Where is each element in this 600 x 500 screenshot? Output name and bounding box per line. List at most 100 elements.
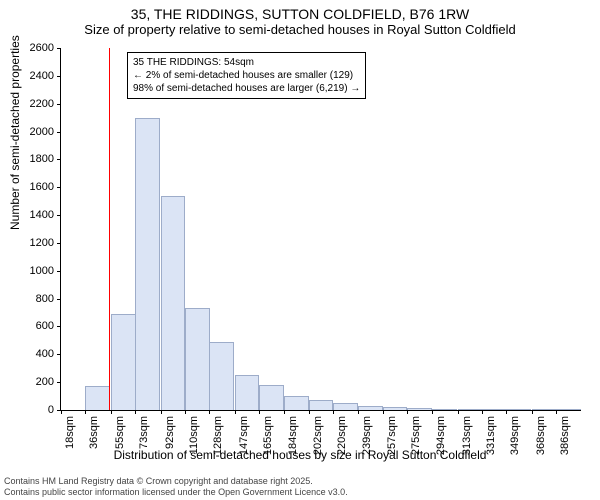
ytick-label: 2200 [30, 98, 54, 110]
xtick-mark [61, 410, 62, 414]
annotation-line2: ← 2% of semi-detached houses are smaller… [133, 69, 360, 82]
xtick-mark [333, 410, 334, 414]
histogram-bar [458, 409, 483, 410]
xtick-label: 92sqm [164, 416, 176, 449]
chart-subtitle: Size of property relative to semi-detach… [0, 22, 600, 37]
histogram-bar [333, 403, 358, 410]
ytick-mark [57, 187, 61, 188]
chart-title: 35, THE RIDDINGS, SUTTON COLDFIELD, B76 … [0, 6, 600, 22]
xtick-label: 184sqm [287, 416, 299, 455]
xtick-label: 386sqm [559, 416, 571, 455]
histogram-bar [161, 196, 186, 410]
xtick-label: 257sqm [386, 416, 398, 455]
xtick-label: 36sqm [88, 416, 100, 449]
xtick-mark [432, 410, 433, 414]
ytick-label: 2400 [30, 70, 54, 82]
title-block: 35, THE RIDDINGS, SUTTON COLDFIELD, B76 … [0, 0, 600, 37]
ytick-mark [57, 299, 61, 300]
annotation-line3: 98% of semi-detached houses are larger (… [133, 82, 360, 95]
y-axis-label: Number of semi-detached properties [8, 35, 22, 230]
xtick-mark [135, 410, 136, 414]
ytick-label: 2000 [30, 126, 54, 138]
xtick-label: 147sqm [238, 416, 250, 455]
xtick-mark [383, 410, 384, 414]
footer-line2: Contains public sector information licen… [4, 487, 348, 498]
ytick-label: 400 [36, 348, 54, 360]
xtick-mark [284, 410, 285, 414]
xtick-mark [161, 410, 162, 414]
xtick-mark [532, 410, 533, 414]
xtick-label: 220sqm [336, 416, 348, 455]
xtick-mark [111, 410, 112, 414]
xtick-label: 275sqm [410, 416, 422, 455]
histogram-bar [383, 407, 408, 410]
xtick-mark [358, 410, 359, 414]
xtick-label: 55sqm [114, 416, 126, 449]
annotation-line1: 35 THE RIDDINGS: 54sqm [133, 56, 360, 69]
ytick-label: 1000 [30, 265, 54, 277]
histogram-bar [284, 396, 309, 410]
histogram-bar [135, 118, 160, 410]
ytick-mark [57, 243, 61, 244]
ytick-label: 0 [48, 404, 54, 416]
ytick-label: 1200 [30, 237, 54, 249]
xtick-mark [458, 410, 459, 414]
ytick-mark [57, 48, 61, 49]
annotation-box: 35 THE RIDDINGS: 54sqm ← 2% of semi-deta… [127, 52, 366, 99]
ytick-mark [57, 354, 61, 355]
footer-attribution: Contains HM Land Registry data © Crown c… [4, 476, 348, 498]
histogram-bar [506, 409, 531, 410]
xtick-label: 349sqm [509, 416, 521, 455]
xtick-label: 202sqm [312, 416, 324, 455]
xtick-mark [235, 410, 236, 414]
xtick-mark [185, 410, 186, 414]
histogram-bar [407, 408, 432, 410]
ytick-mark [57, 159, 61, 160]
xtick-label: 128sqm [212, 416, 224, 455]
ytick-mark [57, 271, 61, 272]
ytick-label: 1800 [30, 153, 54, 165]
xtick-mark [209, 410, 210, 414]
xtick-label: 294sqm [435, 416, 447, 455]
xtick-mark [506, 410, 507, 414]
histogram-bar [235, 375, 260, 410]
plot-area: 35 THE RIDDINGS: 54sqm ← 2% of semi-deta… [60, 48, 581, 411]
histogram-bar [482, 409, 507, 410]
histogram-bar [259, 385, 284, 410]
xtick-label: 18sqm [64, 416, 76, 449]
chart-container: 35, THE RIDDINGS, SUTTON COLDFIELD, B76 … [0, 0, 600, 500]
ytick-label: 800 [36, 293, 54, 305]
ytick-label: 200 [36, 376, 54, 388]
xtick-mark [85, 410, 86, 414]
histogram-bar [85, 386, 110, 410]
histogram-bar [532, 409, 557, 410]
histogram-bar [309, 400, 334, 410]
xtick-label: 73sqm [138, 416, 150, 449]
ytick-mark [57, 76, 61, 77]
ytick-mark [57, 104, 61, 105]
ytick-label: 2600 [30, 42, 54, 54]
ytick-mark [57, 382, 61, 383]
ytick-mark [57, 215, 61, 216]
xtick-mark [407, 410, 408, 414]
histogram-bar [185, 308, 210, 410]
histogram-bar [556, 409, 581, 410]
xtick-label: 165sqm [262, 416, 274, 455]
ytick-label: 1600 [30, 181, 54, 193]
xtick-mark [259, 410, 260, 414]
ytick-label: 600 [36, 320, 54, 332]
xtick-mark [556, 410, 557, 414]
xtick-mark [309, 410, 310, 414]
histogram-bar [358, 406, 383, 410]
xtick-label: 313sqm [461, 416, 473, 455]
histogram-bar [111, 314, 136, 410]
xtick-label: 239sqm [361, 416, 373, 455]
xtick-label: 110sqm [188, 416, 200, 454]
xtick-label: 368sqm [535, 416, 547, 455]
xtick-label: 331sqm [485, 416, 497, 455]
histogram-bar [432, 409, 457, 410]
histogram-bar [209, 342, 234, 410]
ytick-label: 1400 [30, 209, 54, 221]
footer-line1: Contains HM Land Registry data © Crown c… [4, 476, 348, 487]
ytick-mark [57, 132, 61, 133]
